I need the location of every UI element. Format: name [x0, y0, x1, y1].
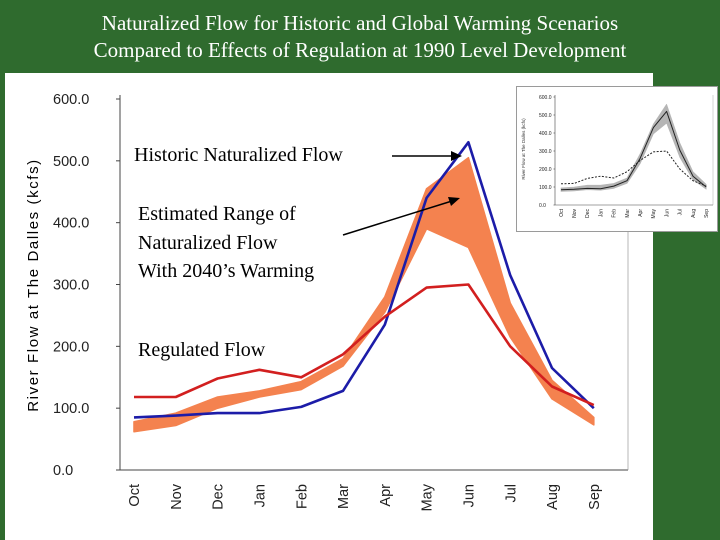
y-tick-label: 400.0 [53, 216, 89, 232]
x-tick-label: Aug [545, 484, 561, 510]
historic-naturalized-flow-line [133, 141, 595, 419]
inset-x-tick-label: Mar [625, 209, 631, 218]
warming-range-band [133, 156, 595, 433]
y-axis-label: River Flow at The Dalles (kcfs) [25, 158, 42, 412]
warming-arrow [342, 200, 453, 236]
x-tick-label: Jan [252, 484, 268, 507]
x-tick-label: May [420, 483, 436, 511]
annotation-regulated: Regulated Flow [138, 339, 266, 361]
inset-x-tick-label: May [651, 209, 657, 219]
y-tick-label: 600.0 [53, 92, 89, 108]
inset-x-tick-label: Jun [664, 209, 670, 217]
inset-y-tick-label: 600.0 [539, 95, 552, 101]
title-line-2: Compared to Effects of Regulation at 199… [93, 38, 627, 62]
inset-chart-svg: 0.0 100.0 200.0 300.0 400.0 500.0 600.0 Oct Nov D… [521, 95, 714, 219]
x-tick-label: Nov [169, 483, 185, 510]
inset-y-tick-label: 300.0 [539, 149, 552, 155]
chart-title: Naturalized Flow for Historic and Global… [0, 10, 720, 64]
x-tick-label: Oct [127, 484, 143, 507]
x-tick-label: Sep [587, 484, 603, 510]
annotation-warming-line-3: With 2040’s Warming [138, 260, 315, 282]
inset-y-tick-label: 500.0 [539, 113, 552, 119]
annotation-warming-line-1: Estimated Range of [138, 203, 296, 225]
x-tick-label: Dec [211, 484, 227, 510]
inset-y-tick-label: 100.0 [539, 185, 552, 191]
inset-x-tick-label: Nov [572, 209, 578, 218]
inset-x-tick-label: Oct [559, 208, 565, 216]
inset-x-tick-label: Feb [612, 209, 618, 218]
inset-warming-range-band [560, 103, 707, 192]
annotation-historic: Historic Naturalized Flow [134, 144, 343, 166]
inset-x-tick-label: Jan [598, 209, 604, 217]
inset-x-tick-label: Sep [704, 209, 710, 218]
y-tick-label: 0.0 [53, 463, 73, 479]
x-tick-label: Jun [461, 484, 477, 507]
inset-y-axis-label: River Flow at The Dalles (kcfs) [521, 118, 526, 180]
y-tick-label: 100.0 [53, 401, 89, 417]
x-tick-label: Mar [336, 484, 352, 509]
inset-y-tick-label: 200.0 [539, 167, 552, 173]
inset-x-tick-label: Aug [691, 209, 697, 218]
inset-y-tick-label: 400.0 [539, 131, 552, 137]
inset-x-tick-label: Apr [638, 209, 644, 217]
x-tick-label: Feb [294, 484, 310, 509]
inset-x-tick-label: Jul [678, 209, 684, 215]
historic-arrowhead [451, 151, 462, 161]
inset-inset-series-0-line [560, 110, 707, 191]
y-tick-label: 500.0 [53, 154, 89, 170]
y-tick-label: 200.0 [53, 339, 89, 355]
warming-arrowhead [448, 197, 460, 206]
inset-y-tick-label: 0.0 [539, 203, 546, 209]
inset-chart: 0.0 100.0 200.0 300.0 400.0 500.0 600.0 Oct Nov D… [516, 86, 718, 232]
annotation-warming-line-2: Naturalized Flow [138, 232, 278, 254]
y-tick-label: 300.0 [53, 278, 89, 294]
x-tick-label: Jul [503, 484, 519, 503]
x-tick-label: Apr [378, 484, 394, 507]
inset-x-tick-label: Dec [585, 209, 591, 218]
title-line-1: Naturalized Flow for Historic and Global… [101, 11, 619, 35]
inset-inset-series-1-line [560, 150, 707, 187]
regulated-flow-line [134, 283, 595, 407]
